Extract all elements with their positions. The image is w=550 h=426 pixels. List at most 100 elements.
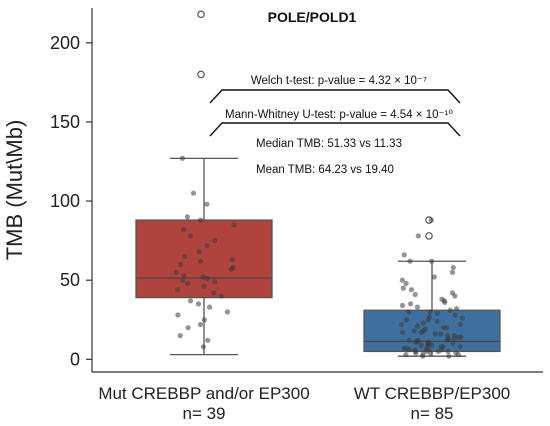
data-point: [400, 285, 406, 291]
data-point: [415, 233, 421, 239]
data-point: [454, 306, 460, 312]
data-point: [403, 317, 410, 323]
data-point: [201, 283, 207, 290]
y-tick-label: 200: [50, 33, 80, 53]
data-point: [403, 280, 409, 286]
data-point: [200, 274, 206, 280]
data-point: [457, 321, 463, 328]
data-point: [415, 337, 421, 343]
data-point: [407, 258, 413, 264]
data-point: [177, 333, 183, 339]
y-axis-title: TMB (Mut\Mb): [2, 120, 27, 261]
data-point: [434, 318, 440, 324]
data-point: [422, 326, 428, 332]
data-point: [185, 280, 191, 286]
data-point: [399, 277, 405, 283]
data-point: [230, 264, 236, 271]
data-point: [399, 302, 406, 309]
data-point: [175, 312, 181, 318]
y-tick-label: 0: [70, 349, 80, 369]
data-point: [451, 333, 457, 339]
data-point: [403, 352, 409, 358]
data-point: [206, 304, 213, 310]
data-point: [455, 334, 462, 340]
x-category-label-wt: WT CREBBP/EP300: [354, 384, 511, 403]
outlier-marker: [197, 10, 205, 19]
data-point: [426, 314, 432, 320]
n-label-mut: n= 39: [182, 404, 225, 423]
bracket-mann-whitney: [209, 122, 461, 137]
data-point: [398, 321, 404, 328]
bracket-welch: [209, 89, 461, 104]
data-point: [450, 264, 456, 271]
data-point: [205, 337, 211, 343]
y-tick-label: 100: [50, 191, 80, 211]
data-point: [197, 258, 204, 264]
data-point: [444, 325, 450, 331]
data-point: [198, 217, 204, 223]
data-point: [212, 238, 218, 244]
n-label-wt: n= 85: [410, 404, 453, 423]
data-point: [204, 242, 210, 248]
x-category-label-mut: Mut CREBBP and/or EP300: [98, 384, 309, 403]
data-point: [412, 347, 418, 353]
annotation-mean: Mean TMB: 64.23 vs 19.40: [256, 164, 394, 176]
data-point: [420, 352, 426, 358]
annotation-welch: Welch t-test: p-value = 4.32 × 10⁻⁷: [251, 75, 427, 87]
significance-brackets: [209, 89, 461, 137]
data-point: [181, 227, 187, 233]
data-point: [457, 344, 463, 350]
data-point: [447, 307, 453, 313]
data-point: [453, 350, 459, 356]
data-point: [212, 279, 218, 285]
data-point: [446, 353, 452, 359]
data-point: [450, 340, 456, 347]
y-tick-label: 50: [60, 270, 80, 290]
data-point: [231, 222, 237, 228]
data-point: [432, 331, 438, 337]
chart-title: POLE/POLD1: [268, 9, 357, 25]
data-point: [218, 293, 224, 299]
data-point: [399, 329, 406, 335]
data-point: [449, 290, 456, 296]
data-point: [229, 257, 235, 263]
data-point: [177, 261, 184, 267]
outlier-marker: [197, 70, 205, 79]
data-point: [195, 301, 202, 307]
data-point: [418, 342, 424, 348]
y-tick-label: 150: [50, 112, 80, 132]
data-point: [444, 333, 450, 339]
data-point: [401, 345, 407, 351]
data-point: [449, 269, 456, 275]
data-point: [425, 339, 431, 345]
data-point: [184, 214, 190, 220]
data-point: [179, 155, 186, 161]
data-point: [459, 315, 465, 321]
data-point: [204, 201, 210, 207]
y-ticks: 0 50 100 150 200: [50, 33, 92, 369]
data-point: [428, 217, 434, 223]
data-point: [408, 301, 414, 307]
data-point: [406, 309, 412, 315]
data-points: [173, 155, 465, 359]
data-point: [180, 277, 186, 283]
data-point: [438, 331, 444, 337]
data-point: [200, 344, 206, 350]
data-point: [439, 296, 445, 302]
data-point: [411, 328, 417, 334]
data-point: [401, 252, 407, 258]
data-point: [429, 258, 435, 264]
data-point: [181, 272, 187, 279]
data-point: [445, 348, 451, 354]
data-point: [406, 337, 412, 343]
data-point: [211, 290, 217, 296]
outlier-marker: [425, 232, 433, 240]
data-point: [196, 249, 202, 255]
data-point: [185, 325, 191, 331]
data-point: [187, 233, 193, 239]
data-point: [420, 320, 426, 326]
annotation-mann-whitney: Mann-Whitney U-test: p-value = 4.54 × 10…: [225, 109, 453, 121]
data-point: [438, 344, 444, 350]
data-point: [182, 253, 188, 260]
